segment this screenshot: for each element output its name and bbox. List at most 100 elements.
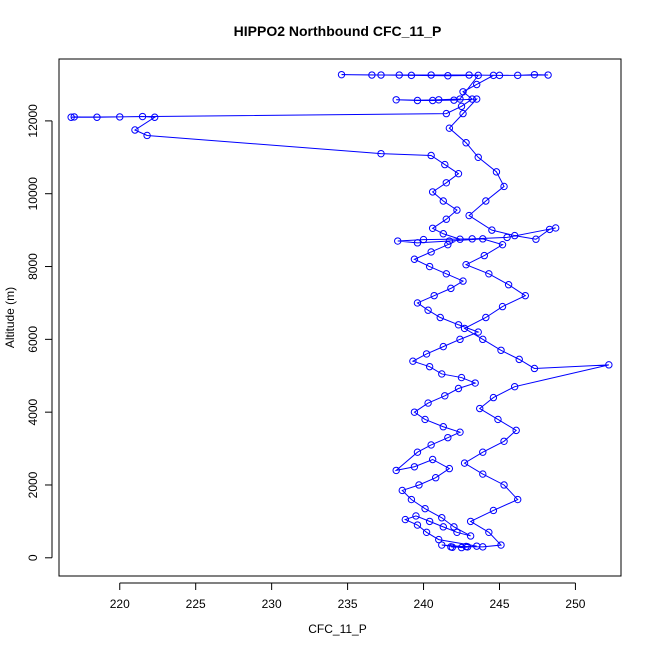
data-point [530,364,539,373]
data-point [424,399,432,407]
plot-frame [58,58,622,577]
data-point [368,71,376,79]
data-point [479,543,487,551]
data-point [448,543,457,551]
data-point [442,179,451,187]
data-point [442,270,451,278]
data-point [476,404,484,413]
data-point [409,357,417,365]
data-point [521,291,530,300]
data-point [551,224,560,232]
data-point [605,361,613,369]
data-point [450,96,458,104]
data-point [413,239,422,247]
data-point [479,448,487,456]
data-point [444,433,452,442]
data-point [510,382,519,391]
data-point [468,95,476,103]
data-point [413,299,422,307]
data-point [514,71,522,80]
data-point [459,109,467,118]
data-point [515,355,523,364]
data-point [457,543,466,552]
data-point [494,415,502,424]
data-point [421,415,429,424]
data-point [427,71,435,79]
data-point [436,313,444,322]
data-point [395,71,403,79]
data-point [438,541,446,549]
data-point [439,197,447,205]
data-point [466,517,475,526]
data-point [445,124,454,132]
data-point [465,211,473,220]
data-point [532,235,540,243]
data-point [474,328,482,336]
data-point [514,495,522,504]
data-point [473,80,481,89]
data-point [407,495,416,504]
data-point [410,255,419,263]
data-point [413,448,422,456]
x-tick-label: 250 [565,597,585,611]
y-tick-label: 4000 [26,398,40,425]
data-point [445,464,454,473]
y-tick-label: 2000 [26,471,40,498]
data-point [500,437,508,445]
data-point [504,281,513,289]
data-point [479,335,487,344]
y-tick-label: 0 [26,554,40,561]
data-point [410,463,419,471]
data-point [431,474,440,482]
data-point [439,523,447,531]
y-tick-label: 8000 [26,253,40,280]
y-tick-label: 6000 [26,326,40,353]
data-point [450,523,458,531]
data-point [495,71,504,80]
data-point [427,441,435,449]
data-point [421,504,429,513]
series-line [71,74,609,549]
data-point [427,151,435,160]
data-point [485,270,493,278]
data-point [337,70,346,79]
data-point [439,342,447,351]
x-tick-label: 235 [338,597,358,611]
data-point [482,197,490,205]
data-point [474,71,482,80]
data-point [444,240,452,249]
data-point [453,206,461,214]
data-point [500,481,508,489]
y-axis: 0 2000 4000 6000 8000 10000 12000 [26,104,53,561]
data-point [442,109,451,118]
data-point [394,237,402,245]
data-point [441,160,449,169]
data-point [116,113,124,121]
data-point [138,112,147,121]
data-point [422,528,431,537]
x-tick-label: 240 [414,597,434,611]
data-point [462,139,470,147]
data-point [377,71,385,79]
data-point [498,302,507,311]
data-point [456,428,464,436]
data-point [428,188,437,196]
data-point [150,113,159,121]
x-tick-label: 225 [186,597,206,611]
data-point [460,324,469,333]
data-point [489,393,498,402]
data-point [413,96,422,105]
data-point [454,169,463,178]
data-point [503,233,511,242]
data-point [425,262,434,271]
data-point [498,240,507,249]
data-point [439,230,447,238]
data-point [447,284,455,293]
data-point [428,455,437,464]
data-point [441,392,449,400]
x-axis: 220 225 230 235 240 245 250 [110,582,586,611]
data-point [131,126,139,134]
data-point [413,521,422,529]
